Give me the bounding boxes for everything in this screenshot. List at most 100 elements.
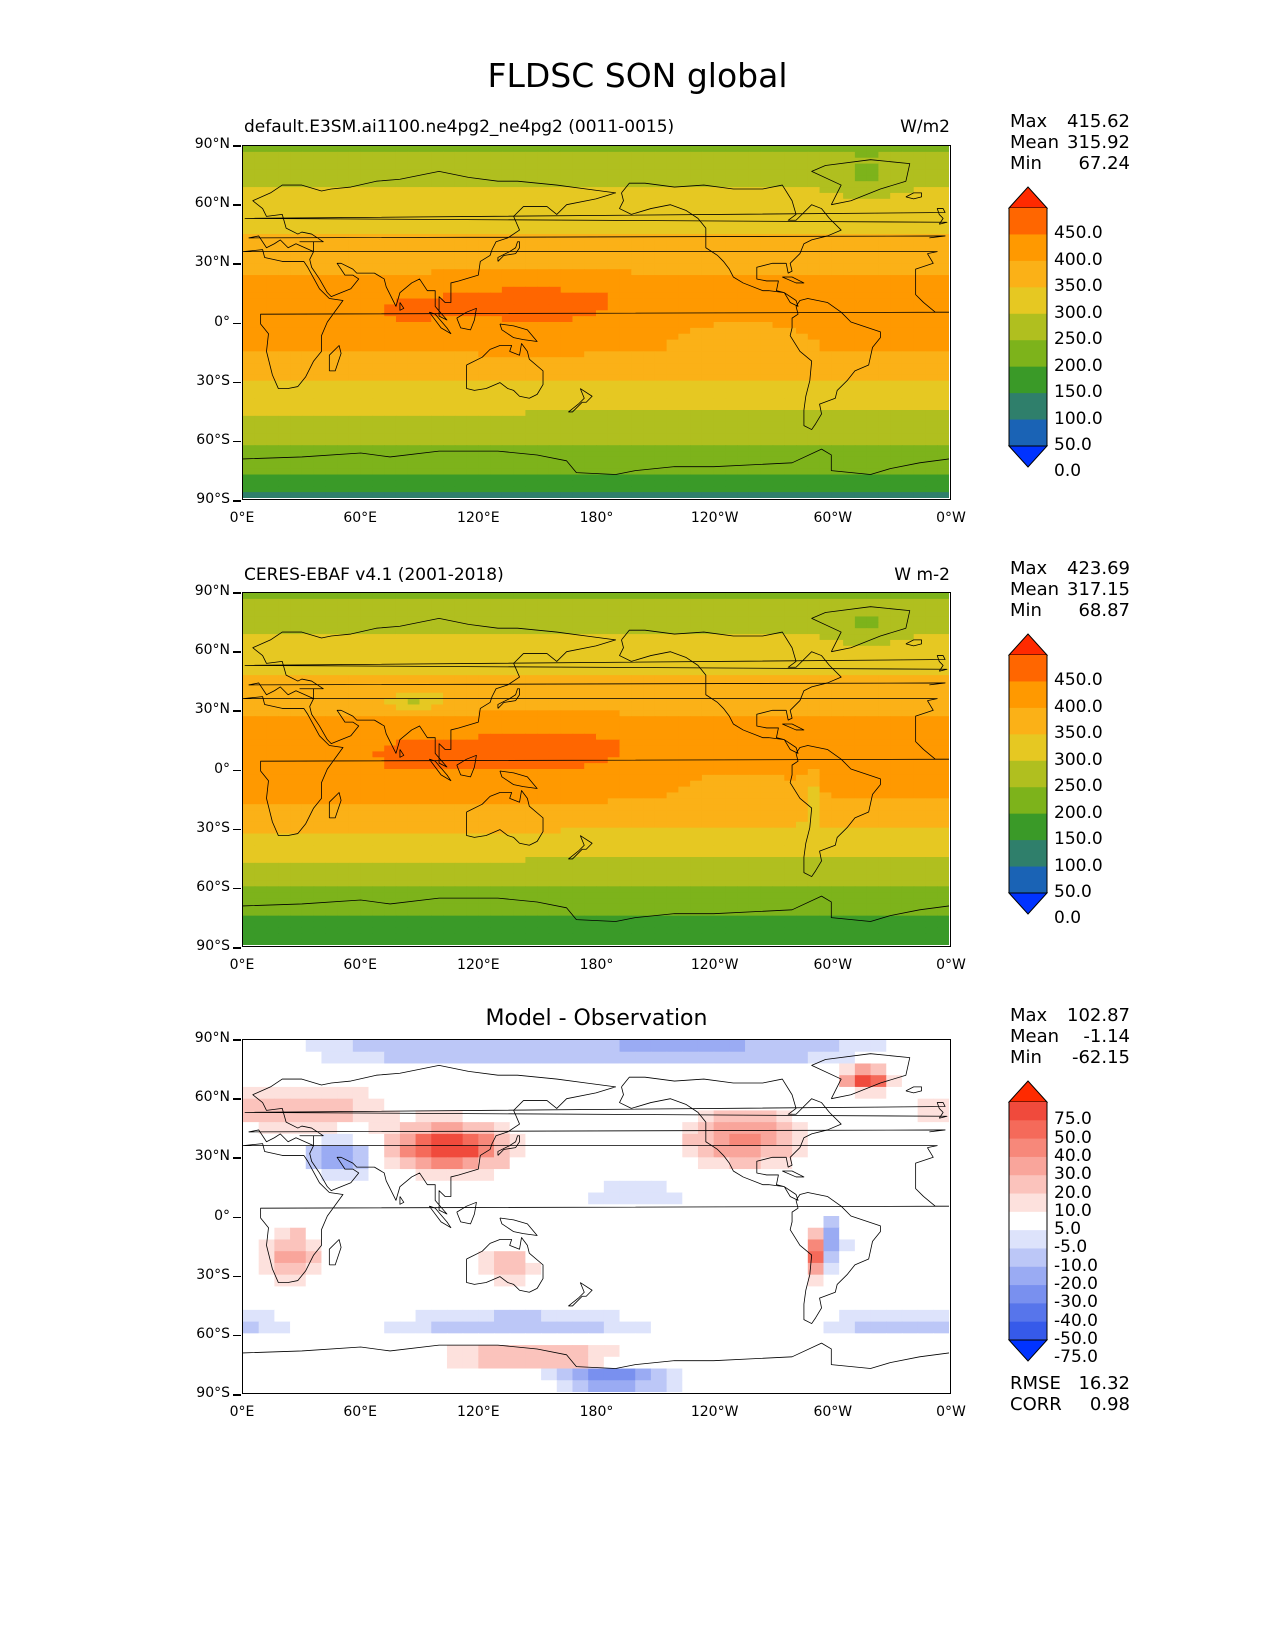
field-cell [619,639,632,647]
field-cell [572,239,585,247]
field-cell [925,310,938,317]
field-cell [819,639,832,647]
field-cell [466,380,479,388]
field-cell [560,175,574,182]
field-cell [890,292,903,300]
field-cell [325,146,338,153]
field-cell [843,698,856,706]
field-cell [301,675,315,682]
field-cell [843,316,856,323]
field-cell [301,710,315,717]
field-cell [501,239,515,247]
field-cell [395,486,409,493]
field-cell [254,622,268,629]
field-cell [501,210,515,217]
field-cell [913,686,927,694]
field-cell [466,398,479,405]
field-cell [360,280,374,288]
field-cell [713,228,727,235]
field-cell [501,651,515,659]
field-cell [831,151,844,159]
field-cell [337,486,350,493]
field-cell [607,616,621,623]
field-cell [596,269,609,276]
field-cell [548,492,562,498]
field-cell [254,462,268,470]
field-cell [866,610,879,618]
field-cells [243,593,949,945]
field-cell [513,692,526,700]
field-cell [278,275,291,282]
field-cell [748,427,762,435]
field-cell [654,374,668,382]
field-cell [619,228,632,235]
field-cell [678,269,691,276]
field-cell [525,339,538,347]
field-cell [301,716,315,723]
field-cell [913,333,927,341]
field-cell [466,439,479,446]
field-cell [854,651,868,659]
field-cell [619,327,632,335]
field-cell [666,468,679,476]
field-cell [796,310,809,317]
field-cell [690,681,703,688]
field-cell [584,368,597,376]
field-cell [254,433,268,440]
field-cell [290,456,303,464]
field-cell [560,675,574,682]
field-cell [407,692,421,700]
field-cell [701,486,715,493]
field-cell [490,645,503,653]
field-cell [866,357,879,364]
field-cell [419,368,432,376]
field-cell [372,622,385,629]
field-cell [937,474,949,481]
field-cell [572,304,585,311]
field-cell [737,474,750,481]
field-cell [443,251,456,259]
field-cell [784,298,797,305]
field-cell [748,310,762,317]
field-cell [737,480,750,487]
field-cell [584,474,597,481]
field-cell [419,645,432,653]
field-cell [301,374,315,382]
field-cell [784,622,797,629]
field-cell [431,427,444,435]
field-cell [596,257,609,264]
field-cell [466,280,479,288]
field-cell [254,445,268,452]
field-cell [831,298,844,305]
field-cell [913,386,927,393]
field-cell [796,157,809,165]
field-cell [607,368,621,376]
field-cell [278,415,291,423]
field-cell [537,222,550,229]
field-cell [478,327,491,335]
field-cell [784,651,797,659]
field-cell [525,239,538,247]
field-cell [243,327,256,335]
field-cell [584,686,597,694]
field-cell [266,433,279,440]
coastline [243,448,949,475]
field-cell [501,462,515,470]
field-cell [631,639,644,647]
field-cell [701,280,715,288]
field-cell [278,433,291,440]
field-cell [443,710,456,717]
field-cell [666,433,679,440]
field-cell [819,187,832,194]
field-cell [643,427,656,435]
field-cell [278,634,291,641]
colorbar-segment [1009,393,1047,421]
field-cell [278,175,291,182]
field-cell [443,239,456,247]
field-cell [337,386,350,393]
field-cell [784,234,797,241]
field-cell [784,616,797,623]
field-cell [678,451,691,458]
field-cell [737,639,750,647]
field-cell [243,251,256,259]
